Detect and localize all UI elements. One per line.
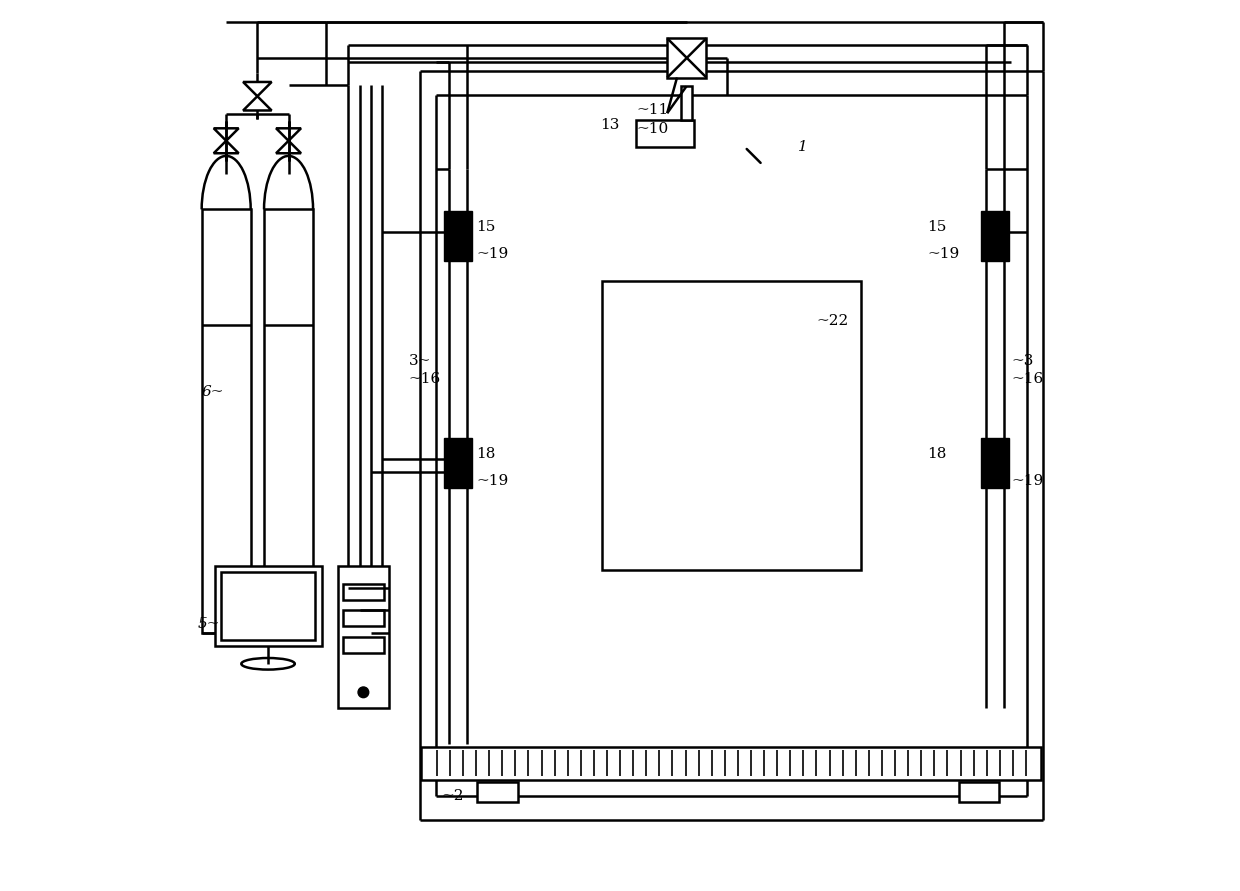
- Bar: [221, 572, 315, 640]
- Text: 3~: 3~: [409, 354, 432, 368]
- Text: 1: 1: [799, 140, 808, 154]
- Text: 18: 18: [476, 447, 496, 462]
- Bar: [981, 211, 1009, 261]
- Bar: [343, 610, 384, 626]
- Bar: [477, 782, 517, 802]
- Text: ~22: ~22: [816, 314, 848, 328]
- Bar: [959, 782, 998, 802]
- Text: ~16: ~16: [1011, 372, 1043, 386]
- Text: ~2: ~2: [441, 789, 464, 803]
- Text: ~19: ~19: [1011, 474, 1043, 488]
- Text: 15: 15: [476, 220, 496, 234]
- Bar: [681, 86, 692, 120]
- Text: ~19: ~19: [928, 247, 960, 261]
- Text: ~16: ~16: [409, 372, 441, 386]
- Bar: [343, 584, 384, 600]
- Bar: [422, 747, 1042, 780]
- Bar: [202, 209, 250, 633]
- Text: ~3: ~3: [1011, 354, 1033, 368]
- Bar: [215, 566, 321, 646]
- Text: ~11: ~11: [636, 102, 668, 117]
- Circle shape: [358, 687, 368, 698]
- Bar: [444, 211, 472, 261]
- Text: ~19: ~19: [476, 247, 508, 261]
- Bar: [603, 281, 861, 570]
- Text: 13: 13: [600, 118, 620, 132]
- Text: 5~: 5~: [197, 617, 221, 631]
- Text: 15: 15: [928, 220, 947, 234]
- Text: ~10: ~10: [636, 122, 668, 136]
- Bar: [667, 38, 707, 78]
- Bar: [337, 566, 389, 708]
- Bar: [981, 438, 1009, 488]
- Bar: [264, 209, 312, 633]
- Text: 6~: 6~: [201, 385, 223, 399]
- Text: ~19: ~19: [476, 474, 508, 488]
- Bar: [343, 637, 384, 653]
- Text: 18: 18: [928, 447, 947, 462]
- Bar: [444, 438, 472, 488]
- Bar: [636, 120, 694, 147]
